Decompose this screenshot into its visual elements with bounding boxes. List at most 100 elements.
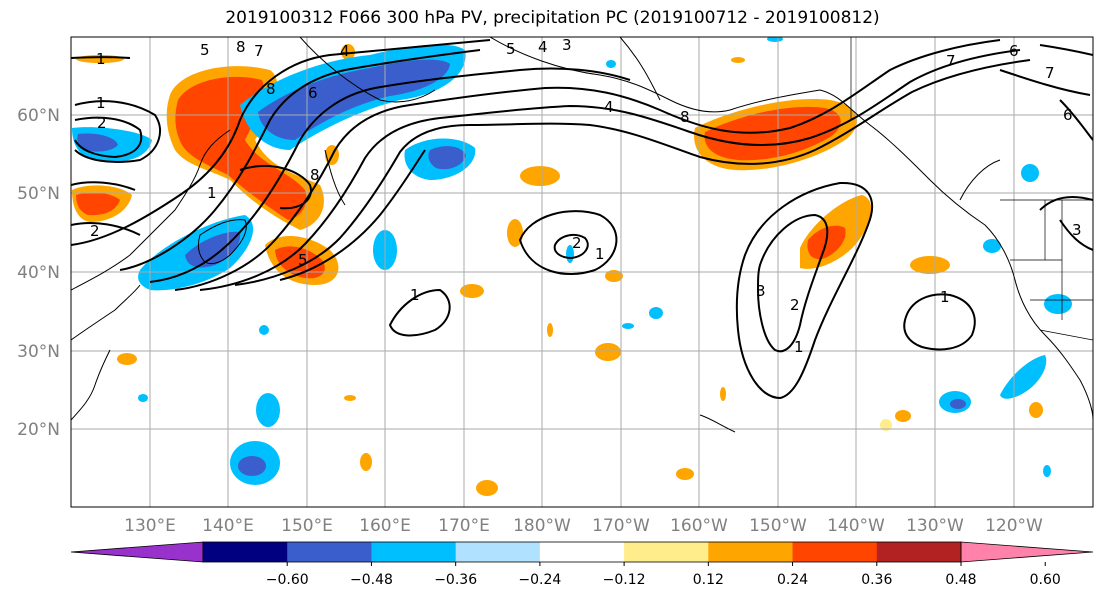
precip-negative-bering-strong — [258, 59, 450, 140]
colorbar-tick-label: −0.12 — [603, 572, 646, 588]
lon-label: 140°W — [827, 516, 885, 536]
colorbar-segment — [624, 542, 709, 562]
precip-small — [720, 387, 726, 401]
contour-label: 1 — [96, 94, 106, 112]
contour-label: 4 — [604, 98, 614, 116]
contour-label: 8 — [310, 166, 320, 184]
lon-label: 120°W — [985, 516, 1043, 536]
pv-contours — [71, 39, 1093, 400]
map-title: 2019100312 F066 300 hPa PV, precipitatio… — [225, 8, 880, 28]
lat-label: 60°N — [17, 106, 60, 126]
contour-label: 8 — [680, 108, 690, 126]
precip-small — [910, 256, 950, 274]
precip-shading — [72, 37, 1072, 496]
contour-label: 2 — [97, 114, 107, 132]
contour-label: 5 — [298, 251, 308, 269]
colorbar-segment — [455, 542, 541, 562]
colorbar-frame — [202, 541, 962, 563]
contour-label: 6 — [1063, 106, 1073, 124]
contour-label: 3 — [756, 282, 766, 300]
colorbar-tick-label: 0.24 — [777, 572, 808, 588]
colorbar-segment — [876, 542, 962, 562]
precip-small — [476, 480, 498, 496]
lat-labels: 60°N 50°N 40°N 30°N 20°N — [17, 106, 60, 440]
precip-negative-japan-strong — [185, 231, 241, 268]
colorbar: −0.60 −0.48 −0.36 −0.24 −0.12 0.12 0.24 0.36 0.4… — [70, 541, 1094, 588]
gridlines — [71, 37, 1093, 507]
contour-label: 5 — [200, 41, 210, 59]
colorbar-tick-label: 0.12 — [693, 572, 724, 588]
precip-negative-small — [1043, 465, 1051, 477]
lon-label: 130°W — [906, 516, 964, 536]
precip-negative-small — [238, 456, 266, 476]
borders — [850, 37, 1093, 341]
colorbar-tick-label: 0.36 — [861, 572, 892, 588]
contour-label: 7 — [254, 42, 264, 60]
precip-negative-small — [1044, 294, 1072, 314]
precip-small — [676, 468, 694, 480]
precip-small — [520, 166, 560, 186]
contour-label: 3 — [1072, 221, 1082, 239]
colorbar-segment — [539, 542, 625, 562]
contour-label: 1 — [595, 245, 605, 263]
colorbar-segment — [371, 542, 457, 562]
map-frame — [70, 36, 1094, 508]
lon-label: 170°E — [438, 516, 490, 536]
contour-label: 6 — [308, 84, 318, 102]
precip-small — [605, 270, 623, 282]
lat-label: 20°N — [17, 420, 60, 440]
precip-small — [1029, 402, 1043, 418]
lon-label: 140°E — [202, 516, 254, 536]
lon-labels: 130°E 140°E 150°E 160°E 170°E 180°W 170°… — [124, 516, 1043, 536]
colorbar-tick-label: −0.60 — [266, 572, 309, 588]
precip-negative-small — [1021, 164, 1039, 182]
precip-small — [895, 410, 911, 422]
precip-negative-small — [606, 60, 616, 68]
precip-negative-small — [983, 239, 1001, 253]
colorbar-tick-label: 0.48 — [945, 572, 976, 588]
precip-small — [547, 323, 553, 337]
lat-label: 50°N — [17, 184, 60, 204]
lon-label: 170°W — [592, 516, 650, 536]
precip-strong-asia — [175, 76, 307, 220]
precip-small — [344, 395, 356, 401]
precip-negative-small — [138, 394, 148, 402]
precip-small — [595, 343, 621, 361]
colorbar-extend-high — [960, 541, 1094, 563]
contour-label: 8 — [236, 38, 246, 56]
colorbar-segment — [792, 542, 878, 562]
contour-labels: 1 1 2 2 8 7 5 8 6 8 4 4 3 5 4 8 7 7 6 6 … — [90, 36, 1082, 356]
precip-small — [117, 353, 137, 365]
lon-label: 180°W — [513, 516, 571, 536]
colorbar-segment — [203, 542, 288, 562]
colorbar-tick-label: −0.36 — [434, 572, 477, 588]
contour-label: 2 — [572, 234, 582, 252]
contour-label: 1 — [96, 50, 106, 68]
precip-small — [880, 419, 892, 431]
lon-label: 160°W — [670, 516, 728, 536]
contour-label: 7 — [1045, 64, 1055, 82]
colorbar-extend-low — [70, 541, 204, 563]
colorbar-segment — [287, 542, 372, 562]
colorbar-tick-label: −0.48 — [350, 572, 393, 588]
colorbar-segment — [708, 542, 794, 562]
precip-small — [731, 57, 745, 63]
coastlines — [71, 37, 1093, 433]
contour-label: 7 — [946, 52, 956, 70]
precip-strong-left — [76, 192, 120, 216]
colorbar-tick-label: −0.24 — [518, 572, 561, 588]
precip-negative-coast — [1000, 355, 1047, 399]
contour-label: 5 — [506, 40, 516, 58]
precip-negative-small — [256, 393, 280, 427]
precip-small — [341, 44, 355, 60]
precip-small — [460, 284, 484, 298]
contour-label: 4 — [538, 38, 548, 56]
lon-label: 130°E — [124, 516, 176, 536]
contour-label: 3 — [562, 36, 572, 54]
lon-label: 150°W — [749, 516, 807, 536]
precip-strong-alaska — [704, 106, 841, 161]
precip-negative-small — [767, 37, 783, 42]
lat-label: 40°N — [17, 263, 60, 283]
lon-label: 160°E — [359, 516, 411, 536]
